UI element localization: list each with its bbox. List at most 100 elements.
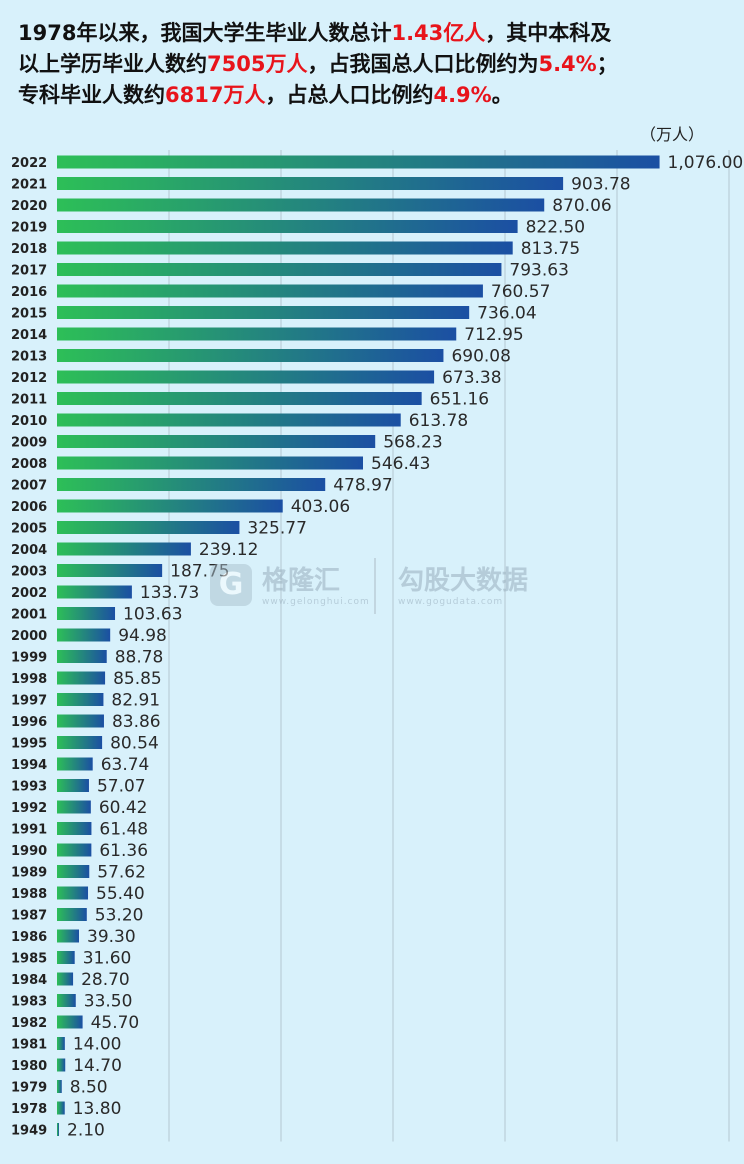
y-tick-label: 2016 xyxy=(11,285,47,300)
y-tick-label: 1988 xyxy=(11,887,47,902)
bar xyxy=(57,1080,62,1093)
title-text: ，占我国总人口比例约为 xyxy=(307,52,539,76)
y-tick-label: 1949 xyxy=(11,1124,47,1139)
watermark-gogudata: 勾股大数据 www.gogudata.com xyxy=(398,560,528,607)
bar xyxy=(57,1015,83,1029)
data-label: 57.07 xyxy=(97,777,146,797)
data-label: 80.54 xyxy=(110,734,159,754)
title-text: ； xyxy=(596,52,618,76)
data-label: 63.74 xyxy=(101,755,150,775)
y-tick-label: 1991 xyxy=(11,823,47,838)
y-tick-label: 2012 xyxy=(11,371,47,386)
y-tick-label: 1981 xyxy=(11,1038,47,1053)
bar xyxy=(57,607,116,620)
data-label: 1,076.00 xyxy=(668,153,744,173)
bar xyxy=(57,521,240,534)
data-label: 39.30 xyxy=(87,927,136,947)
data-label: 103.63 xyxy=(123,605,182,625)
y-tick-label: 2003 xyxy=(11,565,47,580)
data-label: 57.62 xyxy=(97,863,146,883)
bar xyxy=(57,693,104,706)
bar xyxy=(57,306,470,319)
bars: 2022 1,076.00 2021 903.78 2020 870.06 2019 822.… xyxy=(11,153,743,1141)
bar xyxy=(57,564,163,577)
bar xyxy=(57,800,91,814)
y-tick-label: 1990 xyxy=(11,844,47,859)
data-label: 2.10 xyxy=(67,1121,105,1141)
bar xyxy=(57,994,76,1007)
data-label: 28.70 xyxy=(81,970,130,990)
bar xyxy=(57,908,87,921)
bar xyxy=(57,628,111,642)
watermark-divider xyxy=(374,558,376,614)
bar xyxy=(57,1037,65,1050)
bar xyxy=(57,327,457,341)
gridlines xyxy=(168,150,730,1142)
data-label: 325.77 xyxy=(247,519,306,539)
y-tick-label: 1982 xyxy=(11,1016,47,1031)
bar xyxy=(57,198,545,212)
bar xyxy=(57,177,564,190)
y-tick-label: 2011 xyxy=(11,393,47,408)
data-label: 403.06 xyxy=(291,497,350,517)
y-tick-label: 1994 xyxy=(11,758,47,773)
data-label: 239.12 xyxy=(199,540,258,560)
data-label: 793.63 xyxy=(509,261,568,281)
chart-title: 1978年以来，我国大学生毕业人数总计1.43亿人，其中本科及 以上学历毕业人数… xyxy=(18,18,730,111)
data-label: 760.57 xyxy=(491,282,550,302)
title-text: 专科毕业人数约 xyxy=(18,83,165,107)
y-tick-label: 2001 xyxy=(11,608,47,623)
bar xyxy=(57,929,80,943)
y-tick-label: 1980 xyxy=(11,1059,47,1074)
title-text: 以上学历毕业人数约 xyxy=(18,52,207,76)
bar xyxy=(57,757,93,771)
data-label: 53.20 xyxy=(95,906,144,926)
y-tick-label: 2005 xyxy=(11,522,47,537)
data-label: 31.60 xyxy=(83,949,132,969)
bar xyxy=(57,843,92,857)
data-label: 690.08 xyxy=(451,347,510,367)
bar xyxy=(57,392,422,405)
data-label: 870.06 xyxy=(552,196,611,216)
data-label: 903.78 xyxy=(571,175,630,195)
y-tick-label: 1983 xyxy=(11,995,47,1010)
data-label: 88.78 xyxy=(115,648,164,668)
data-label: 45.70 xyxy=(91,1013,140,1033)
bar xyxy=(57,736,103,749)
y-tick-label: 2014 xyxy=(11,328,47,343)
watermark-brand2-url: www.gogudata.com xyxy=(398,597,504,607)
bar xyxy=(57,865,90,878)
y-tick-label: 2004 xyxy=(11,543,47,558)
data-label: 712.95 xyxy=(464,325,523,345)
y-tick-label: 2008 xyxy=(11,457,47,472)
bar xyxy=(57,284,483,298)
data-label: 8.50 xyxy=(70,1078,108,1098)
y-tick-label: 2021 xyxy=(11,178,47,193)
y-tick-label: 2007 xyxy=(11,479,47,494)
data-label: 613.78 xyxy=(409,411,468,431)
y-tick-label: 1986 xyxy=(11,930,47,945)
data-label: 673.38 xyxy=(442,368,501,388)
data-label: 822.50 xyxy=(526,218,585,238)
y-tick-label: 1996 xyxy=(11,715,47,730)
y-tick-label: 2015 xyxy=(11,307,47,322)
y-tick-label: 1987 xyxy=(11,909,47,924)
data-label: 546.43 xyxy=(371,454,430,474)
data-label: 83.86 xyxy=(112,712,161,732)
data-label: 55.40 xyxy=(96,884,145,904)
data-label: 736.04 xyxy=(477,304,536,324)
bar xyxy=(57,1123,59,1136)
bar xyxy=(57,220,518,233)
bar xyxy=(57,886,89,900)
gelonghui-logo-icon: G xyxy=(210,564,252,606)
y-tick-label: 2006 xyxy=(11,500,47,515)
data-label: 60.42 xyxy=(99,798,148,818)
y-tick-label: 2020 xyxy=(11,199,47,214)
data-label: 14.00 xyxy=(73,1035,122,1055)
data-label: 133.73 xyxy=(140,583,199,603)
bar xyxy=(57,671,106,685)
y-tick-label: 2019 xyxy=(11,221,47,236)
y-tick-label: 1995 xyxy=(11,737,47,752)
bar xyxy=(57,413,401,427)
